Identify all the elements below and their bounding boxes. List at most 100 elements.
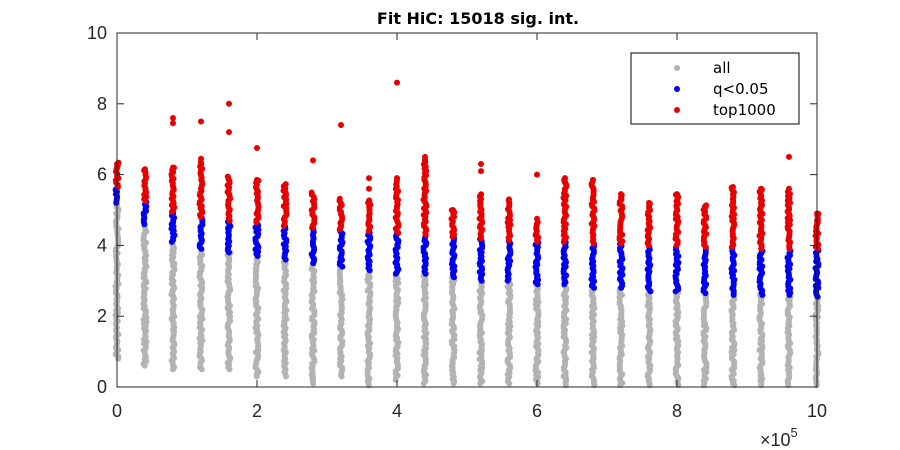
column-21 xyxy=(700,292,710,389)
outlier-point xyxy=(366,185,372,192)
column-4 xyxy=(224,218,234,256)
x-tick-label: 8 xyxy=(672,401,682,421)
outlier-point xyxy=(310,157,316,164)
column-2 xyxy=(168,164,178,215)
outlier-point xyxy=(338,122,344,128)
column-24 xyxy=(784,248,794,298)
chart-title: Fit HiC: 15018 sig. int. xyxy=(377,9,579,28)
y-tick-label: 4 xyxy=(97,235,107,255)
outlier-point xyxy=(590,176,596,183)
outlier-point xyxy=(254,145,260,151)
x-tick-label: 4 xyxy=(392,401,402,421)
outlier-point xyxy=(758,185,764,192)
column-4 xyxy=(224,249,234,373)
column-6 xyxy=(280,181,290,229)
column-24 xyxy=(784,292,794,389)
y-tick-label: 10 xyxy=(87,23,107,43)
plot-area-frame xyxy=(116,32,818,388)
y-tick-label: 8 xyxy=(97,94,107,114)
legend-label: all xyxy=(713,59,731,77)
column-11 xyxy=(420,157,430,238)
column-7 xyxy=(308,261,318,387)
column-22 xyxy=(728,245,738,298)
column-7 xyxy=(308,189,318,231)
outlier-point xyxy=(170,120,176,127)
data-point xyxy=(366,197,373,204)
outlier-point xyxy=(534,171,540,178)
outlier-point xyxy=(562,178,568,185)
column-4 xyxy=(224,173,234,224)
column-15 xyxy=(532,281,542,387)
outlier-point xyxy=(226,129,232,136)
column-13 xyxy=(476,279,486,387)
column-17 xyxy=(588,240,598,291)
column-15 xyxy=(532,239,542,288)
outlier-point xyxy=(674,191,680,198)
x-tick-label: 0 xyxy=(112,401,122,421)
outlier-point xyxy=(618,191,624,198)
column-9 xyxy=(364,267,374,389)
column-8 xyxy=(336,195,346,233)
column-5 xyxy=(252,220,262,259)
column-9 xyxy=(365,197,374,235)
outlier-point xyxy=(282,182,288,189)
x-tick-label: 6 xyxy=(532,401,542,421)
legend-marker xyxy=(674,86,680,92)
outlier-point xyxy=(170,164,176,171)
column-22 xyxy=(728,292,738,389)
column-24 xyxy=(784,188,794,252)
outlier-point xyxy=(366,175,372,182)
column-2 xyxy=(168,240,178,373)
outlier-point xyxy=(394,175,400,182)
column-11 xyxy=(420,272,430,387)
outlier-point xyxy=(786,153,792,160)
column-8 xyxy=(336,265,346,380)
column-17 xyxy=(588,285,598,389)
column-12 xyxy=(449,234,458,281)
x-tick-label: 10 xyxy=(807,401,827,421)
column-19 xyxy=(644,200,654,249)
column-23 xyxy=(756,186,766,252)
x-tick-label: 2 xyxy=(252,401,262,421)
column-1 xyxy=(140,222,150,369)
data-point xyxy=(478,191,485,198)
outlier-point xyxy=(786,185,792,192)
y-tick-label: 6 xyxy=(97,165,107,185)
column-18 xyxy=(616,240,626,291)
outlier-point xyxy=(534,215,540,222)
outlier-point xyxy=(646,199,652,206)
series-q-0-05 xyxy=(112,184,822,300)
column-20 xyxy=(672,191,682,249)
outlier-point xyxy=(702,203,708,210)
outlier-point xyxy=(394,79,400,86)
column-18 xyxy=(616,192,626,247)
column-5 xyxy=(252,254,262,380)
column-11 xyxy=(420,233,430,277)
column-16 xyxy=(560,239,570,288)
outlier-point xyxy=(758,203,764,210)
series-all xyxy=(112,201,822,389)
column-2 xyxy=(168,210,178,245)
legend-box xyxy=(630,52,800,125)
y-tick-label: 0 xyxy=(97,377,107,397)
column-19 xyxy=(644,289,654,389)
column-14 xyxy=(504,279,514,387)
column-3 xyxy=(196,159,206,221)
column-6 xyxy=(280,256,290,380)
data-point xyxy=(336,195,343,202)
column-1 xyxy=(140,199,150,228)
outlier-point xyxy=(198,118,204,125)
outlier-point xyxy=(142,166,148,173)
outlier-point xyxy=(422,157,428,164)
outlier-point xyxy=(450,207,456,213)
column-23 xyxy=(756,292,766,389)
outlier-point xyxy=(478,161,484,167)
column-10 xyxy=(392,177,402,236)
column-10 xyxy=(392,271,402,383)
column-6 xyxy=(280,223,290,263)
outlier-point xyxy=(170,115,176,121)
legend-label: q<0.05 xyxy=(713,80,769,98)
column-20 xyxy=(672,244,682,295)
column-15 xyxy=(532,219,542,245)
